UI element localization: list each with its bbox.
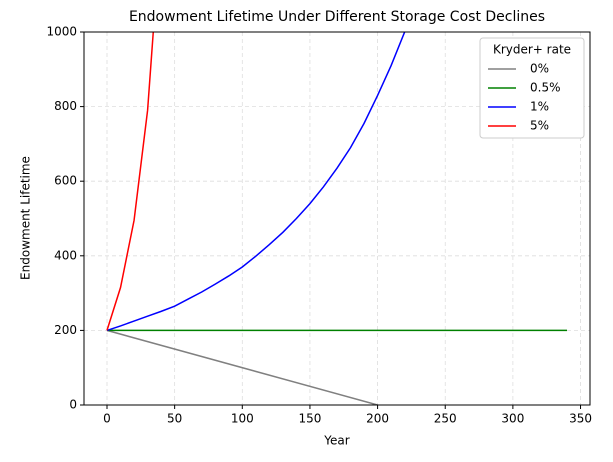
y-tick-label: 800 [54,99,77,113]
y-tick-label: 200 [54,323,77,337]
chart-title: Endowment Lifetime Under Different Stora… [129,9,545,25]
y-tick-label: 0 [69,398,77,412]
legend: Kryder+ rate 0% 0.5% 1% 5% [479,37,585,139]
y-axis-label: Endowment Lifetime [19,156,33,280]
line [106,32,155,331]
legend-title: Kryder+ rate [493,43,571,57]
x-tick-label: 300 [501,412,524,426]
x-tick-label: 100 [231,412,254,426]
legend-label: 0.5% [530,81,561,95]
y-tick-label: 400 [54,248,77,262]
y-tick-label: 1000 [46,25,77,39]
x-tick-label: 200 [366,412,389,426]
legend-label: 0% [530,62,549,76]
legend-label: 1% [530,100,549,114]
legend-label: 5% [530,119,549,133]
x-axis-label: Year [323,434,349,448]
y-tick-label: 600 [54,174,77,188]
axes-frame [83,31,591,406]
x-tick-label: 350 [569,412,592,426]
x-tick-label: 0 [103,412,111,426]
line [106,32,406,332]
line [106,329,378,405]
legend-box [479,37,585,139]
x-tick-label: 150 [298,412,321,426]
x-tick-label: 50 [167,412,182,426]
x-tick-label: 250 [434,412,457,426]
plot-area [106,32,567,405]
